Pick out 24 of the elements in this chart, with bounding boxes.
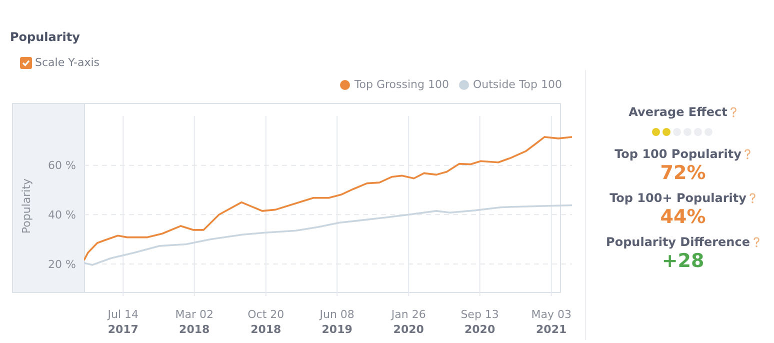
text: Popularity Difference [606, 235, 750, 249]
y-tick-label: 60 % [48, 159, 76, 172]
x-tick-label: May 03 2021 [531, 308, 572, 336]
text: 72% [659, 161, 707, 185]
x-tick-label: Mar 02 2018 [175, 308, 214, 336]
text: Top 100 Popularity [614, 147, 742, 161]
legend-label: Top Grossing 100 [354, 78, 449, 91]
text: 44% [659, 205, 707, 229]
x-tick-label: Oct 20 2018 [248, 308, 284, 336]
line-series [84, 136, 572, 262]
x-tick-label: Jan 26 2020 [390, 308, 426, 336]
text: Top 100+ Popularity [610, 191, 746, 205]
x-tick-label: Jun 08 2019 [318, 308, 354, 336]
line-series [84, 204, 572, 266]
legend-label: Outside Top 100 [472, 78, 562, 91]
text: +28 [660, 249, 706, 273]
y-axis-title: Popularity [20, 178, 33, 234]
x-tick-label: Jul 14 2017 [106, 308, 139, 336]
chart-title: Popularity [10, 30, 80, 44]
x-tick-label: Sep 13 2020 [460, 308, 499, 336]
y-tick-label: 40 % [48, 208, 76, 222]
text: Scale Y-axis [35, 56, 100, 69]
text: Average Effect [628, 105, 728, 119]
y-tick-label: 20 % [48, 258, 76, 271]
